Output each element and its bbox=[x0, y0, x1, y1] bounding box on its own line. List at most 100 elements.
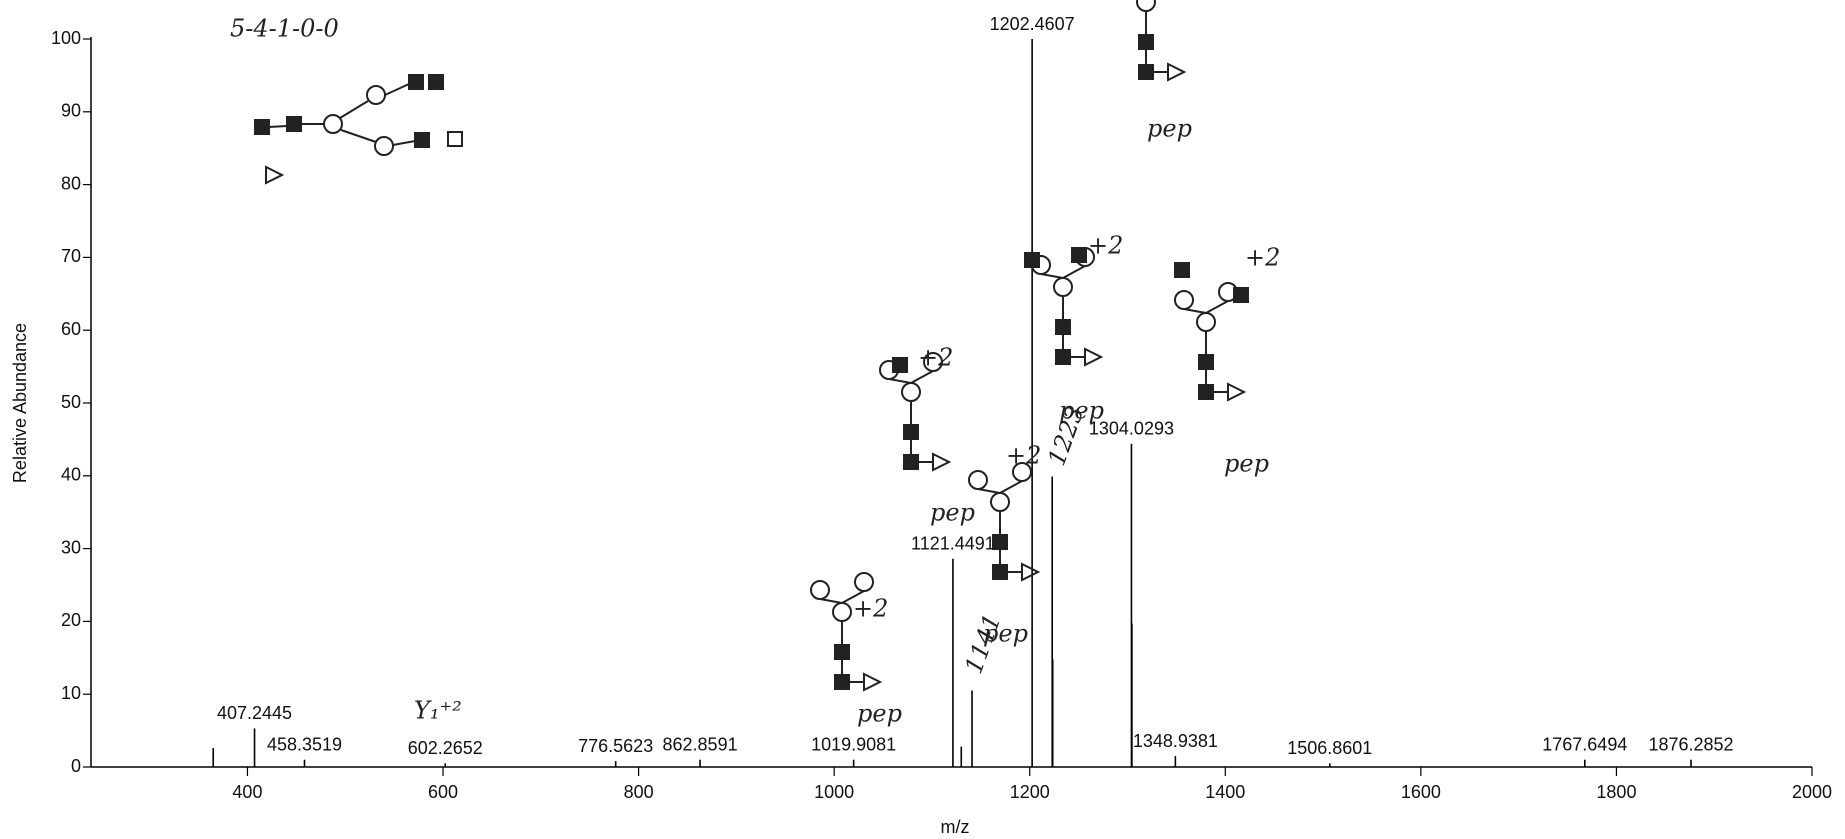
glycan-square bbox=[834, 644, 850, 660]
glycan-triangle bbox=[265, 165, 285, 185]
glycan-link bbox=[910, 370, 934, 384]
x-tick-label: 1800 bbox=[1596, 782, 1636, 802]
glycan-link bbox=[977, 488, 1001, 494]
peak-label: 776.5623 bbox=[578, 736, 653, 756]
glycan-circle bbox=[901, 382, 921, 402]
glycan-square bbox=[1055, 319, 1071, 335]
glycan-square bbox=[286, 116, 302, 132]
peak-label: 1506.8601 bbox=[1287, 738, 1372, 758]
y-axis-label: Relative Abundance bbox=[10, 323, 30, 483]
glycan-triangle bbox=[1021, 562, 1041, 582]
y-tick-label: 50 bbox=[61, 392, 81, 412]
annotation: +2 bbox=[1006, 442, 1041, 470]
annotation: 5-4-1-0-0 bbox=[230, 15, 339, 43]
glycan-square bbox=[447, 131, 463, 147]
glycan-link bbox=[1205, 300, 1229, 314]
peak-label: 1767.6494 bbox=[1542, 734, 1627, 754]
x-tick-label: 1000 bbox=[814, 782, 854, 802]
glycan-square bbox=[892, 357, 908, 373]
glycan-square bbox=[1071, 247, 1087, 263]
annotation: pep bbox=[1224, 450, 1269, 478]
peak-label: 1019.9081 bbox=[811, 734, 896, 754]
glycan-square bbox=[1055, 349, 1071, 365]
glycan-square bbox=[254, 119, 270, 135]
annotation: pep bbox=[1059, 397, 1104, 425]
glycan-link bbox=[819, 598, 843, 604]
glycan-square bbox=[834, 674, 850, 690]
glycan-link bbox=[888, 378, 912, 384]
y-tick-label: 90 bbox=[61, 101, 81, 121]
x-tick-label: 1600 bbox=[1401, 782, 1441, 802]
glycan-circle bbox=[990, 492, 1010, 512]
y-tick-label: 20 bbox=[61, 610, 81, 630]
glycan-circle bbox=[1196, 312, 1216, 332]
y-tick-label: 10 bbox=[61, 683, 81, 703]
glycan-triangle bbox=[932, 452, 952, 472]
glycan-link bbox=[1040, 273, 1064, 279]
peak-label: 407.2445 bbox=[217, 703, 292, 723]
glycan-link bbox=[841, 590, 865, 604]
glycan-square bbox=[1198, 354, 1214, 370]
y-tick-label: 100 bbox=[51, 28, 81, 48]
glycan-link bbox=[384, 83, 410, 96]
peak-label: 602.2652 bbox=[408, 738, 483, 758]
y-tick-label: 0 bbox=[71, 756, 81, 776]
y-tick-label: 40 bbox=[61, 465, 81, 485]
glycan-triangle bbox=[1084, 347, 1104, 367]
peak-label: 1348.9381 bbox=[1133, 731, 1218, 751]
annotation: pep bbox=[1147, 115, 1192, 143]
glycan-circle bbox=[854, 572, 874, 592]
annotation: +2 bbox=[1245, 244, 1280, 272]
glycan-square bbox=[414, 132, 430, 148]
glycan-circle bbox=[366, 85, 386, 105]
annotation: +2 bbox=[853, 595, 888, 623]
peak-label: 1876.2852 bbox=[1648, 734, 1733, 754]
glycan-square bbox=[428, 74, 444, 90]
glycan-triangle bbox=[1227, 382, 1247, 402]
peak-label: 458.3519 bbox=[267, 734, 342, 754]
annotation: Y₁⁺² bbox=[414, 697, 462, 725]
glycan-drawings bbox=[254, 0, 1249, 692]
annotation: +2 bbox=[918, 344, 953, 372]
glycan-link bbox=[1183, 308, 1207, 314]
glycan-square bbox=[1024, 252, 1040, 268]
glycan-link bbox=[999, 480, 1023, 494]
glycan-circle bbox=[1174, 290, 1194, 310]
annotation: pep bbox=[983, 620, 1028, 648]
glycan-square bbox=[1138, 34, 1154, 50]
glycan-square bbox=[903, 424, 919, 440]
x-tick-label: 400 bbox=[232, 782, 262, 802]
glycan-square bbox=[1198, 384, 1214, 400]
peak-label: 1202.4607 bbox=[990, 14, 1075, 34]
glycan-circle bbox=[968, 470, 988, 490]
x-tick-label: 800 bbox=[624, 782, 654, 802]
glycan-link bbox=[392, 140, 416, 146]
glycan-triangle bbox=[1167, 62, 1187, 82]
y-tick-label: 30 bbox=[61, 537, 81, 557]
glycan-square bbox=[903, 454, 919, 470]
glycan-link bbox=[339, 100, 369, 119]
y-tick-label: 60 bbox=[61, 319, 81, 339]
glycan-square bbox=[1138, 64, 1154, 80]
glycan-circle bbox=[832, 602, 852, 622]
x-tick-label: 600 bbox=[428, 782, 458, 802]
peak-label: 862.8591 bbox=[663, 734, 738, 754]
annotation: pep bbox=[857, 700, 902, 728]
peak-label: 1121.4491 bbox=[911, 534, 995, 554]
glycan-square bbox=[408, 74, 424, 90]
y-tick-label: 80 bbox=[61, 173, 81, 193]
glycan-circle bbox=[810, 580, 830, 600]
glycan-link bbox=[1062, 265, 1086, 279]
annotation: pep bbox=[930, 499, 975, 527]
glycan-circle bbox=[374, 136, 394, 156]
glycan-link bbox=[268, 125, 288, 128]
glycan-circle bbox=[323, 114, 343, 134]
x-tick-label: 1400 bbox=[1205, 782, 1245, 802]
glycan-square bbox=[1174, 262, 1190, 278]
y-tick-label: 70 bbox=[61, 246, 81, 266]
glycan-circle bbox=[1136, 0, 1156, 12]
glycan-square bbox=[1233, 287, 1249, 303]
glycan-square bbox=[992, 564, 1008, 580]
